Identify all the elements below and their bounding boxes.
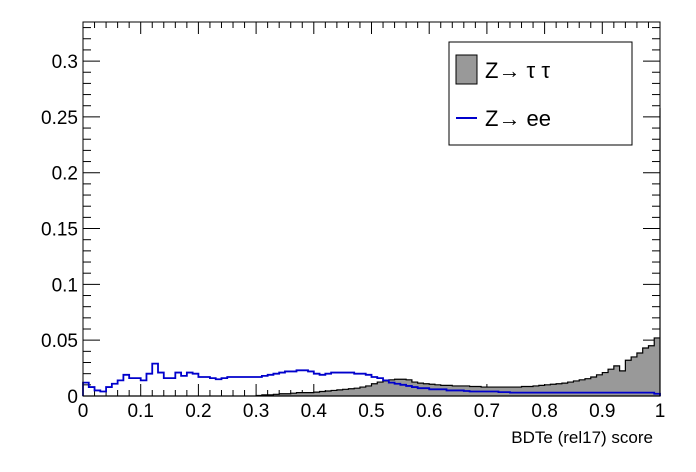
- legend-label-ztautau: Z→ τ τ: [485, 58, 550, 83]
- legend: Z→ τ τ Z→ ee: [448, 41, 633, 146]
- x-tick-label: 0.2: [185, 401, 211, 422]
- y-tick-label: 0.15: [41, 220, 78, 241]
- x-tick-label: 0.8: [531, 401, 557, 422]
- plot-frame: [82, 21, 661, 397]
- x-tick-label: 0.1: [127, 401, 153, 422]
- x-tick-label: 0.3: [243, 401, 269, 422]
- y-tick-label: 0.25: [41, 108, 78, 129]
- y-tick-label: 0.2: [52, 164, 78, 185]
- y-tick-label: 0.3: [52, 52, 78, 73]
- axis-ticks: [82, 22, 661, 397]
- x-tick-label: 1: [655, 401, 666, 422]
- legend-label-zee: Z→ ee: [485, 106, 551, 131]
- x-tick-label: 0: [78, 401, 89, 422]
- x-tick-label: 0.7: [474, 401, 500, 422]
- x-tick-label: 0.9: [589, 401, 615, 422]
- x-tick-label: 0.6: [416, 401, 442, 422]
- x-tick-label: 0.5: [358, 401, 384, 422]
- y-tick-label: 0: [67, 387, 78, 408]
- x-axis-title: BDTe (rel17) score: [511, 428, 653, 447]
- legend-box: [448, 41, 633, 146]
- y-tick-label: 0.1: [52, 275, 78, 296]
- axis-labels: 0 0.1 0.2 0.3 0.4 0.5 0.6 0.7 0.8 0.9 1 0 0.05 0.1 0.1…: [41, 52, 665, 422]
- legend-swatch-ztautau: [455, 54, 478, 85]
- x-tick-label: 0.4: [301, 401, 328, 422]
- series-zee-histogram: [82, 362, 661, 396]
- y-tick-label: 0.05: [41, 331, 78, 352]
